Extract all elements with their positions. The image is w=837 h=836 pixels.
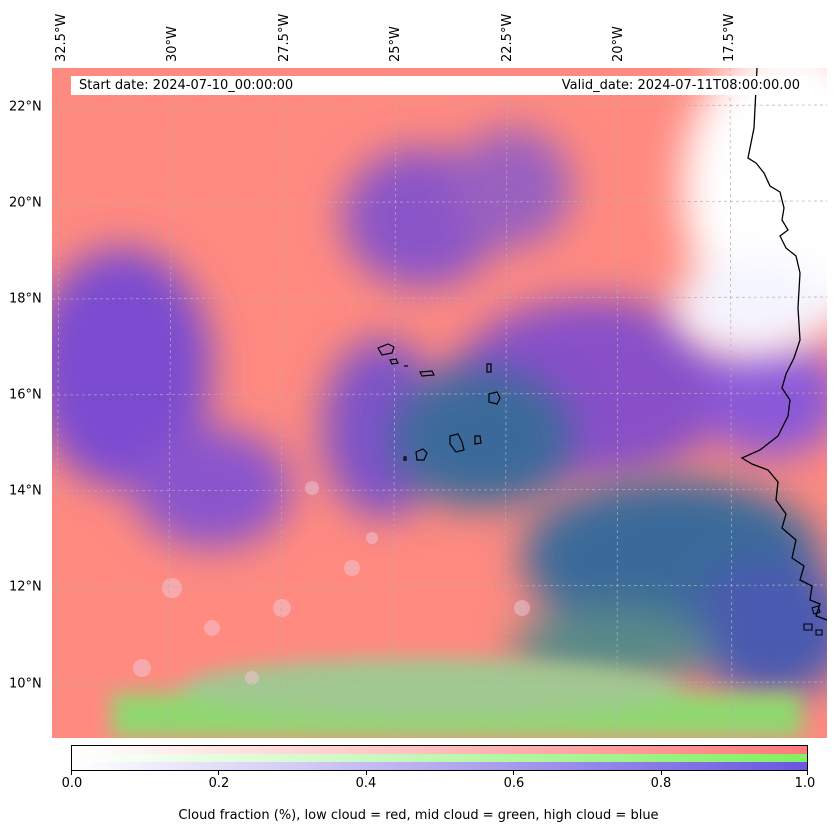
colorbar-tickmark: [513, 771, 514, 775]
colorbar-tick-0-8: 0.8: [650, 776, 672, 791]
lon-label-27-5w: 27.5°W: [277, 13, 292, 62]
low-cloud-speckles: [133, 481, 530, 685]
lat-label-10n: 10°N: [9, 676, 42, 692]
mid-cloud-band: [112, 658, 802, 738]
colorbar-tick-0-4: 0.4: [355, 776, 377, 791]
lon-label-20w: 20°W: [611, 26, 626, 62]
lon-label-32-5w: 32.5°W: [54, 13, 69, 62]
colorbar-tick-0-2: 0.2: [208, 776, 230, 791]
lon-label-25w: 25°W: [388, 26, 403, 62]
african-coastline: [740, 68, 827, 621]
lat-label-22n: 22°N: [9, 99, 42, 115]
lat-label-20n: 20°N: [9, 195, 42, 211]
gridlines: [52, 68, 827, 738]
cloud-fraction-map[interactable]: [52, 68, 827, 738]
colorbar-tick-0-6: 0.6: [503, 776, 525, 791]
lat-label-16n: 16°N: [9, 387, 42, 403]
cabo-verde-islands: [377, 343, 501, 461]
date-info-bar: Start date: 2024-07-10_00:00:00 Valid_da…: [71, 76, 808, 95]
mixed-cloud-regions: [392, 368, 827, 698]
lon-label-22-5w: 22.5°W: [500, 13, 515, 62]
colorbar-tickmark: [71, 771, 72, 775]
valid-date-label: Valid_date: 2024-07-11T08:00:00.00: [561, 78, 800, 93]
map-canvas: [52, 68, 827, 738]
colorbar-high-cloud-row: [72, 762, 807, 770]
colorbar-tick-0-0: 0.0: [61, 776, 83, 791]
colorbar-tickmark: [807, 771, 808, 775]
clear-sky-region: [672, 68, 827, 358]
coastal-islands: [803, 605, 823, 636]
colorbar-tickmark: [366, 771, 367, 775]
start-date-label: Start date: 2024-07-10_00:00:00: [79, 78, 294, 93]
colorbar-caption: Cloud fraction (%), low cloud = red, mid…: [178, 808, 659, 823]
lat-label-14n: 14°N: [9, 483, 42, 499]
colorbar-tickmark: [661, 771, 662, 775]
cloud-fraction-colorbar: [71, 745, 808, 771]
lat-label-18n: 18°N: [9, 291, 42, 307]
colorbar-tick-1-0: 1.0: [794, 776, 816, 791]
lon-label-17-5w: 17.5°W: [722, 13, 737, 62]
lat-label-12n: 12°N: [9, 579, 42, 595]
colorbar-tickmark: [218, 771, 219, 775]
lon-label-30w: 30°W: [165, 26, 180, 62]
